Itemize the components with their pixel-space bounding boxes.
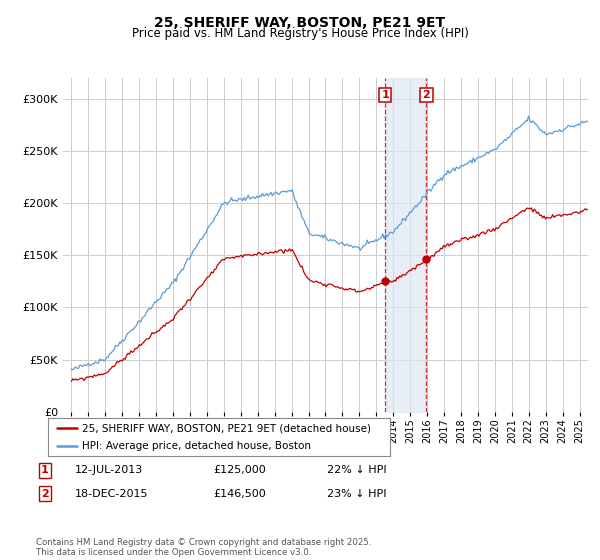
Text: 12-JUL-2013: 12-JUL-2013 — [75, 465, 143, 475]
Text: 18-DEC-2015: 18-DEC-2015 — [75, 489, 149, 499]
Text: Price paid vs. HM Land Registry's House Price Index (HPI): Price paid vs. HM Land Registry's House … — [131, 27, 469, 40]
Text: HPI: Average price, detached house, Boston: HPI: Average price, detached house, Bost… — [82, 441, 311, 451]
Text: 1: 1 — [382, 90, 389, 100]
Text: 1: 1 — [41, 465, 49, 475]
Text: 23% ↓ HPI: 23% ↓ HPI — [327, 489, 386, 499]
Text: 25, SHERIFF WAY, BOSTON, PE21 9ET: 25, SHERIFF WAY, BOSTON, PE21 9ET — [154, 16, 446, 30]
Text: 2: 2 — [422, 90, 430, 100]
Text: 25, SHERIFF WAY, BOSTON, PE21 9ET (detached house): 25, SHERIFF WAY, BOSTON, PE21 9ET (detac… — [82, 423, 371, 433]
Text: Contains HM Land Registry data © Crown copyright and database right 2025.
This d: Contains HM Land Registry data © Crown c… — [36, 538, 371, 557]
Text: 2: 2 — [41, 489, 49, 499]
Text: 22% ↓ HPI: 22% ↓ HPI — [327, 465, 386, 475]
Text: £125,000: £125,000 — [213, 465, 266, 475]
Text: £146,500: £146,500 — [213, 489, 266, 499]
